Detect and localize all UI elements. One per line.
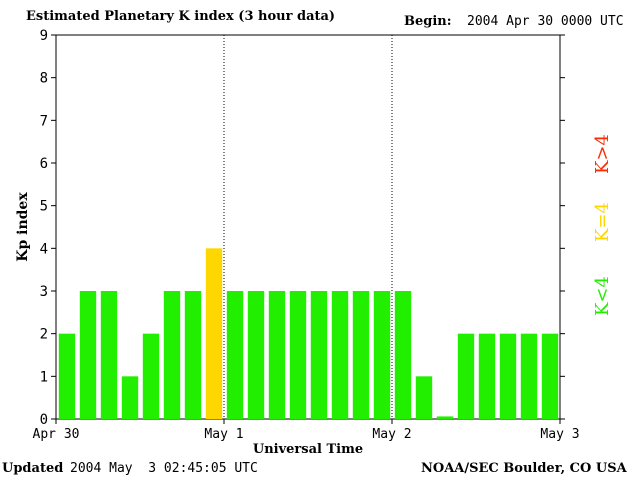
updated-label: Updated (2, 461, 64, 476)
kp-bar (247, 291, 265, 419)
kp-bar (541, 333, 559, 419)
kp-bar (205, 248, 223, 419)
kp-bar (289, 291, 307, 419)
y-tick-label: 0 (40, 412, 48, 428)
kp-bar (478, 333, 496, 419)
x-tick-label: Apr 30 (33, 427, 80, 442)
kp-bar (436, 416, 454, 419)
y-tick-label: 9 (40, 28, 48, 44)
updated-value: 2004 May 3 02:45:05 UTC (70, 461, 258, 476)
y-tick-label: 3 (40, 284, 48, 300)
y-tick-label: 1 (40, 369, 48, 385)
x-tick-label: May 2 (372, 427, 411, 442)
y-axis-label: Kp index (15, 192, 31, 262)
kp-bar (79, 291, 97, 419)
kp-bar (415, 376, 433, 419)
begin-value: 2004 Apr 30 0000 UTC (467, 14, 624, 29)
y-tick-label: 7 (40, 113, 48, 129)
kp-bar (373, 291, 391, 419)
plot-frame (55, 34, 561, 420)
kp-bar (499, 333, 517, 419)
y-tick-label: 4 (40, 241, 48, 257)
kp-bar (310, 291, 328, 419)
kp-bar (457, 333, 475, 419)
kp-bar (394, 291, 412, 419)
y-tick-label: 8 (40, 71, 48, 87)
legend-k-above-4: K>4 (592, 134, 613, 174)
x-tick-label: May 1 (204, 427, 243, 442)
y-tick-label: 6 (40, 156, 48, 172)
x-axis-label: Universal Time (253, 442, 363, 457)
kp-bar (142, 333, 160, 419)
kp-bar (268, 291, 286, 419)
begin-label: Begin: (404, 14, 452, 29)
x-tick-label: May 3 (540, 427, 579, 442)
kp-bar (226, 291, 244, 419)
legend-k-below-4: K<4 (592, 276, 613, 316)
kp-bar (163, 291, 181, 419)
kp-bar (58, 333, 76, 419)
kp-bar (184, 291, 202, 419)
kp-bar (121, 376, 139, 419)
y-tick-label: 2 (40, 327, 48, 343)
chart-title: Estimated Planetary K index (3 hour data… (26, 9, 336, 24)
kp-bar (352, 291, 370, 419)
kp-bar (520, 333, 538, 419)
credit-text: NOAA/SEC Boulder, CO USA (421, 461, 627, 476)
kp-bar (331, 291, 349, 419)
kp-bar (100, 291, 118, 419)
legend-k-equal-4: K=4 (592, 202, 613, 242)
y-tick-label: 5 (40, 199, 48, 215)
